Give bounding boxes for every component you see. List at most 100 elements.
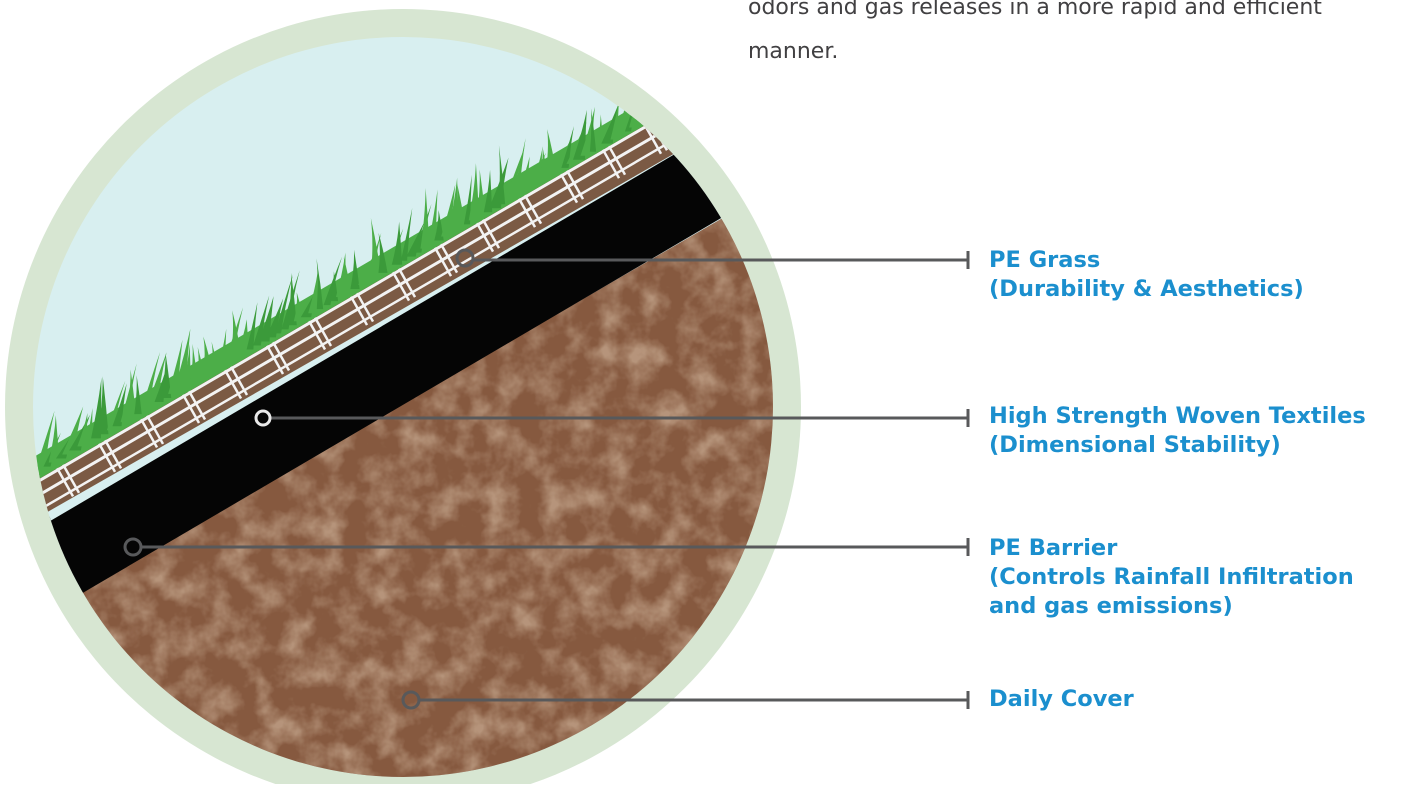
textile-weave-mark bbox=[101, 435, 123, 470]
grass-blade bbox=[35, 410, 55, 471]
grass-blade bbox=[343, 257, 352, 294]
grass-blade bbox=[316, 258, 324, 310]
textile-weave-mark bbox=[305, 316, 327, 351]
textile-weave-mark bbox=[473, 219, 495, 253]
callout-subtitle-2: and gas emissions) bbox=[989, 593, 1233, 619]
textile-weave-mark bbox=[263, 341, 285, 375]
textile-stripe-top bbox=[33, 90, 706, 529]
textile-stripe-mid bbox=[33, 99, 716, 543]
grass-blade bbox=[168, 339, 183, 394]
grass-blade bbox=[601, 100, 620, 144]
grass-blade bbox=[666, 65, 674, 108]
marker-barrier bbox=[123, 537, 143, 557]
grass-blade bbox=[483, 169, 493, 213]
grass-blade bbox=[686, 53, 703, 96]
grass-blade bbox=[447, 177, 459, 233]
grass-blade bbox=[610, 99, 619, 140]
textile-weave-mark bbox=[395, 264, 417, 298]
grass-blade bbox=[253, 295, 270, 346]
grass-blade bbox=[91, 377, 102, 439]
textile-weave-mark bbox=[431, 243, 453, 277]
textile-weave-mark bbox=[605, 142, 627, 176]
callout-pe-barrier: PE Barrier (Controls Rainfall Infiltrati… bbox=[989, 534, 1354, 621]
grass-blade bbox=[237, 319, 249, 354]
textile-weave-mark bbox=[59, 460, 81, 494]
grass-blade bbox=[616, 93, 629, 136]
grass-blade bbox=[553, 136, 573, 172]
callout-subtitle: (Durability & Aesthetics) bbox=[989, 276, 1304, 302]
textile-weave-mark bbox=[179, 390, 201, 424]
marker-textiles bbox=[254, 409, 272, 427]
textile-weave-mark bbox=[137, 414, 159, 449]
grass-blade bbox=[106, 380, 126, 431]
grass-blade bbox=[420, 188, 430, 249]
grass-blade bbox=[504, 147, 525, 201]
grass-blade bbox=[125, 369, 137, 419]
grass-blade bbox=[308, 271, 318, 314]
grass-blade bbox=[673, 47, 684, 104]
textile-weave-mark bbox=[227, 362, 249, 396]
callout-title: Daily Cover bbox=[989, 686, 1134, 712]
textile-weave-mark bbox=[347, 292, 369, 326]
grass-blade bbox=[589, 108, 597, 152]
grass-blade bbox=[203, 336, 213, 374]
textile-weave-mark bbox=[437, 239, 459, 274]
grass-blade bbox=[183, 344, 191, 386]
grass-blade bbox=[391, 221, 403, 265]
callout-pe-grass: PE Grass (Durability & Aesthetics) bbox=[989, 246, 1304, 304]
grass-blade bbox=[400, 207, 413, 261]
grass-blade bbox=[230, 310, 242, 358]
grass-blade bbox=[246, 302, 258, 350]
grass-blade bbox=[274, 274, 294, 334]
grass-blade bbox=[120, 363, 137, 423]
textile-weave-mark bbox=[353, 288, 375, 323]
textile-weave-mark bbox=[683, 96, 705, 130]
textile-weave-mark bbox=[269, 337, 291, 372]
grass-blade bbox=[428, 189, 438, 245]
grass-blade bbox=[218, 328, 227, 366]
marker-cover bbox=[401, 690, 421, 710]
grass-blade bbox=[358, 251, 376, 285]
soil-texture bbox=[33, 160, 773, 777]
textile-weave-mark bbox=[689, 93, 711, 127]
callout-woven-textiles: High Strength Woven Textiles (Dimensiona… bbox=[989, 402, 1366, 460]
grass-blade bbox=[77, 412, 88, 447]
grass-blade bbox=[97, 376, 109, 435]
grass-blade bbox=[134, 375, 142, 415]
grass-blade bbox=[545, 129, 557, 176]
grass-blade bbox=[463, 174, 472, 225]
grass-blade bbox=[518, 156, 530, 193]
textile-weave-mark bbox=[221, 365, 243, 400]
callout-subtitle: (Dimensional Stability) bbox=[989, 432, 1281, 458]
textile-weave-mark bbox=[95, 439, 117, 473]
grass-blade bbox=[454, 183, 466, 229]
grass-blade bbox=[160, 353, 172, 398]
intro-paragraph: odors and gas releases in a more rapid a… bbox=[748, 0, 1418, 74]
grass-blade bbox=[532, 150, 542, 185]
grass-blade bbox=[680, 61, 700, 100]
grass-blade bbox=[190, 343, 198, 382]
grass-blade bbox=[512, 138, 526, 197]
grass-blade bbox=[596, 114, 604, 148]
intro-line-2: manner. bbox=[748, 39, 839, 64]
pe-barrier-layer bbox=[33, 95, 773, 665]
grass-blade bbox=[406, 221, 425, 257]
callout-title: PE Barrier bbox=[989, 535, 1118, 561]
grass-blade bbox=[692, 37, 711, 92]
grass-blade bbox=[498, 145, 506, 205]
textile-weave-mark bbox=[515, 194, 537, 228]
grass-blade bbox=[48, 415, 60, 463]
textile-weave-mark bbox=[521, 191, 543, 225]
grass-blade bbox=[350, 249, 360, 289]
cross-section bbox=[33, 37, 773, 777]
grass-blade bbox=[378, 232, 388, 273]
callout-title: PE Grass bbox=[989, 247, 1101, 273]
grass-blade bbox=[141, 352, 161, 411]
grass-blade bbox=[659, 55, 675, 112]
grass-blade bbox=[561, 125, 574, 168]
grass-blade bbox=[85, 408, 93, 443]
textile-weave-mark bbox=[389, 267, 411, 302]
textile-weave-mark bbox=[143, 411, 165, 445]
